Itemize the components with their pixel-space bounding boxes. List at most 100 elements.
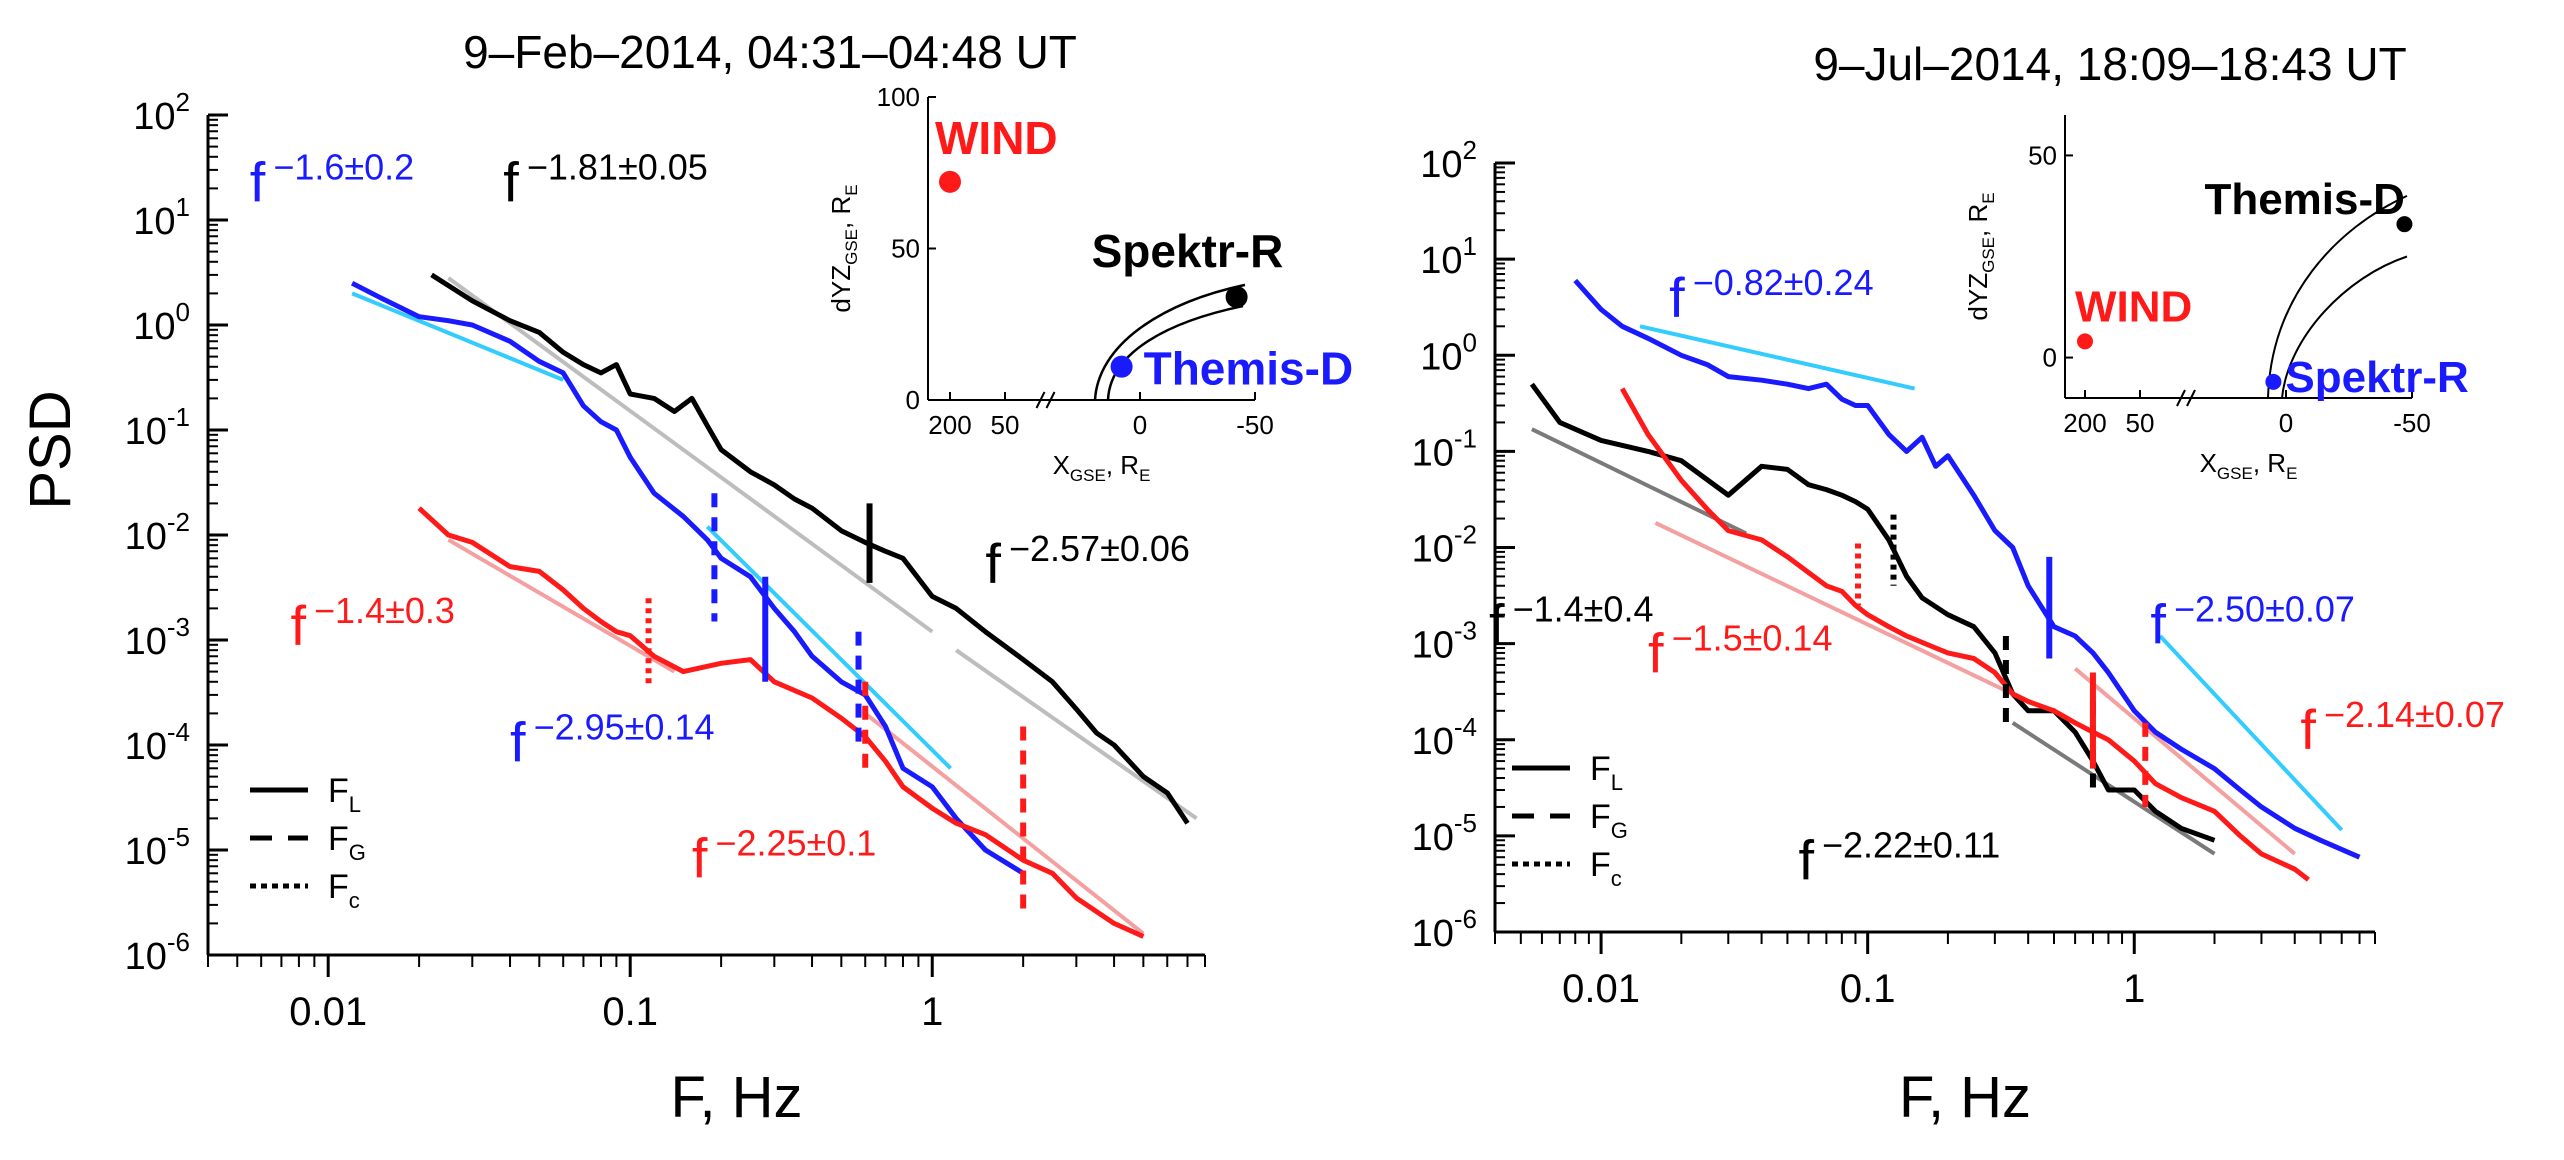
y-tick-label: 101 (1420, 231, 1477, 282)
inset-y-tick-label: 50 (891, 234, 920, 264)
spacecraft-point-themis-d (2396, 216, 2413, 233)
slope-annotation: f −2.25±0.1 (692, 822, 876, 889)
y-tick-label: 10-1 (125, 402, 190, 453)
fit-line-pink (863, 711, 1145, 936)
slope-annotation: f −1.4±0.3 (290, 590, 454, 657)
inset-axis-break (2176, 389, 2186, 407)
y-tick-label: 10-4 (1412, 712, 1477, 763)
series-line-wind (417, 506, 1145, 939)
y-tick-label: 100 (133, 297, 190, 348)
y-tick-label: 10-6 (1412, 904, 1477, 955)
slope-annotation: f −1.5±0.14 (1648, 618, 1832, 685)
spacecraft-label: Themis-D (1144, 343, 1354, 395)
spacecraft-label: Spektr-R (2285, 353, 2468, 402)
x-tick-label: 1 (921, 990, 943, 1034)
fit-line-cyan (351, 291, 564, 382)
spacecraft-point-spektr-r (2265, 373, 2282, 390)
inset-x-label: XGSE, RE (1053, 450, 1151, 485)
y-tick-label: 102 (133, 87, 190, 138)
fit-line-pink (447, 538, 676, 674)
slope-annotation: f −1.4±0.4 (1489, 589, 1653, 656)
slope-annotation: f −2.22±0.11 (1798, 825, 2000, 892)
y-tick-label: 10-6 (125, 927, 190, 978)
inset-axis-break (1045, 391, 1056, 409)
fit-line-cyan (1639, 324, 1916, 391)
slope-annotation: f −1.81±0.05 (503, 147, 707, 214)
y-tick-label: 10-2 (1412, 520, 1477, 571)
fit-line-pink (1654, 521, 2014, 696)
legend-label: FL (328, 772, 361, 817)
series-line-themis-d (1573, 278, 2361, 860)
inset-y-tick-label: 0 (2043, 343, 2057, 373)
y-tick-label: 101 (133, 192, 190, 243)
inset-x-label: XGSE, RE (2200, 448, 2298, 483)
series-line-wind (1620, 387, 2310, 882)
spacecraft-point-wind (2077, 333, 2093, 350)
spacecraft-point-themis-d (1110, 355, 1133, 378)
inset-x-tick-label: 200 (2063, 408, 2106, 438)
inset-x-tick-label: 0 (1133, 410, 1147, 440)
spacecraft-point-wind (939, 170, 961, 193)
slope-annotation: f −2.57±0.06 (985, 528, 1189, 595)
spacecraft-label: Spektr-R (1092, 225, 1284, 277)
inset-y-tick-label: 0 (906, 385, 920, 415)
panel-1: 9–Feb–2014, 04:31–04:48 UT10210110010-11… (18, 26, 1353, 1130)
legend-label: FG (328, 820, 366, 865)
y-tick-label: 10-2 (125, 507, 190, 558)
slope-annotation: f −2.50±0.07 (2150, 589, 2354, 656)
inset-axis-break (2186, 389, 2196, 407)
magnetopause-curve (2281, 255, 2408, 399)
fit-line-grey (955, 648, 1198, 821)
series-line-themis-d (350, 280, 1025, 876)
magnetopause-curve (1106, 304, 1244, 401)
y-tick-label: 10-3 (125, 612, 190, 663)
spacecraft-label: WIND (935, 112, 1058, 164)
fit-line-grey (447, 276, 934, 634)
legend-label: FG (1590, 798, 1628, 843)
y-tick-label: 10-3 (1412, 616, 1477, 667)
legend-label: Fc (328, 868, 360, 913)
y-tick-label: 100 (1420, 327, 1477, 378)
slope-annotation: f −0.82±0.24 (1669, 262, 1873, 329)
legend-label: Fc (1590, 846, 1622, 891)
inset-x-tick-label: 200 (928, 410, 971, 440)
spacecraft-point-spektr-r (1225, 285, 1248, 308)
spacecraft-label: Themis-D (2204, 175, 2404, 224)
inset-orbit-map: 200 50 0 -50 0 50 100 XGSE, RE dYZGSE, RE WIND Spe… (826, 82, 1353, 485)
y-tick-label: 10-5 (1412, 808, 1477, 859)
inset-y-label: dYZGSE, RE (1963, 192, 1998, 320)
chart-title: 9–Jul–2014, 18:09–18:43 UT (1813, 38, 2406, 90)
inset-y-label: dYZGSE, RE (826, 184, 861, 312)
inset-x-tick-label: -50 (1236, 410, 1274, 440)
fit-line-cyan (2158, 634, 2344, 832)
inset-x-tick-label: 50 (2126, 408, 2155, 438)
slope-annotation: f −2.95±0.14 (510, 706, 714, 773)
inset-y-tick-label: 100 (877, 82, 920, 112)
x-tick-label: 0.1 (1840, 967, 1896, 1011)
x-tick-label: 0.1 (602, 990, 658, 1034)
x-axis-label: F, Hz (670, 1065, 802, 1130)
x-axis-label: F, Hz (1899, 1065, 2031, 1130)
series-line-spektr-r (430, 272, 1190, 825)
y-tick-label: 10-1 (1412, 423, 1477, 474)
bow-shock-curve (2267, 194, 2408, 399)
inset-x-tick-label: 50 (991, 410, 1020, 440)
bow-shock-curve (1093, 283, 1246, 401)
x-tick-label: 0.01 (1562, 967, 1640, 1011)
y-tick-label: 10-5 (125, 822, 190, 873)
y-axis-label: PSD (18, 390, 83, 509)
inset-orbit-map: 200 50 0 -50 0 50 XGSE, RE dYZGSE, RE Themis-D WI… (1963, 115, 2469, 483)
y-tick-label: 10-4 (125, 717, 190, 768)
inset-x-tick-label: 0 (2279, 408, 2293, 438)
legend-label: FL (1590, 750, 1623, 795)
chart-title: 9–Feb–2014, 04:31–04:48 UT (463, 26, 1077, 78)
slope-annotation: f −2.14±0.07 (2300, 694, 2504, 761)
inset-axis-break (1035, 391, 1046, 409)
slope-annotation: f −1.6±0.2 (250, 147, 414, 214)
y-tick-label: 102 (1420, 135, 1477, 186)
x-tick-label: 1 (2123, 967, 2145, 1011)
inset-y-tick-label: 50 (2028, 140, 2057, 170)
spacecraft-label: WIND (2075, 282, 2192, 331)
x-tick-label: 0.01 (289, 990, 367, 1034)
fit-line-cyan (705, 525, 952, 770)
